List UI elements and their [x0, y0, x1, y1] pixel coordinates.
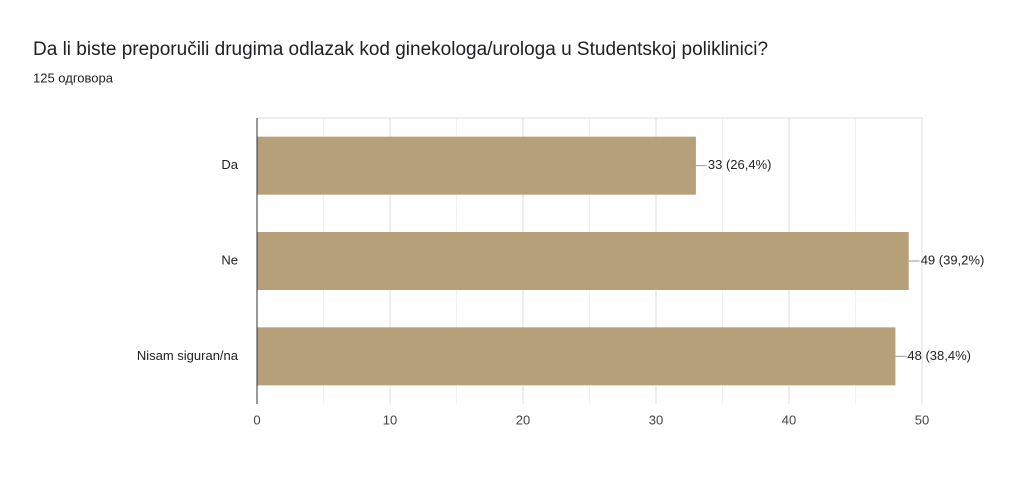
x-tick-label: 0 — [253, 412, 260, 427]
x-tick-label: 10 — [383, 412, 397, 427]
bar — [257, 232, 909, 290]
x-tick-label: 50 — [915, 412, 929, 427]
x-tick-label: 40 — [782, 412, 796, 427]
y-tick-label: Nisam siguran/na — [137, 348, 239, 363]
bar — [257, 327, 896, 386]
value-label: 48 (38,4%) — [907, 348, 971, 363]
chart-title: Da li biste preporučili drugima odlazak … — [33, 39, 768, 60]
chart-subtitle: 125 одговора — [33, 70, 114, 85]
bar — [257, 136, 696, 195]
x-tick-label: 20 — [516, 412, 530, 427]
y-tick-label: Da — [221, 157, 238, 172]
y-tick-label: Ne — [221, 252, 238, 267]
value-label: 33 (26,4%) — [708, 157, 772, 172]
x-tick-label: 30 — [649, 412, 663, 427]
value-label: 49 (39,2%) — [921, 252, 985, 267]
